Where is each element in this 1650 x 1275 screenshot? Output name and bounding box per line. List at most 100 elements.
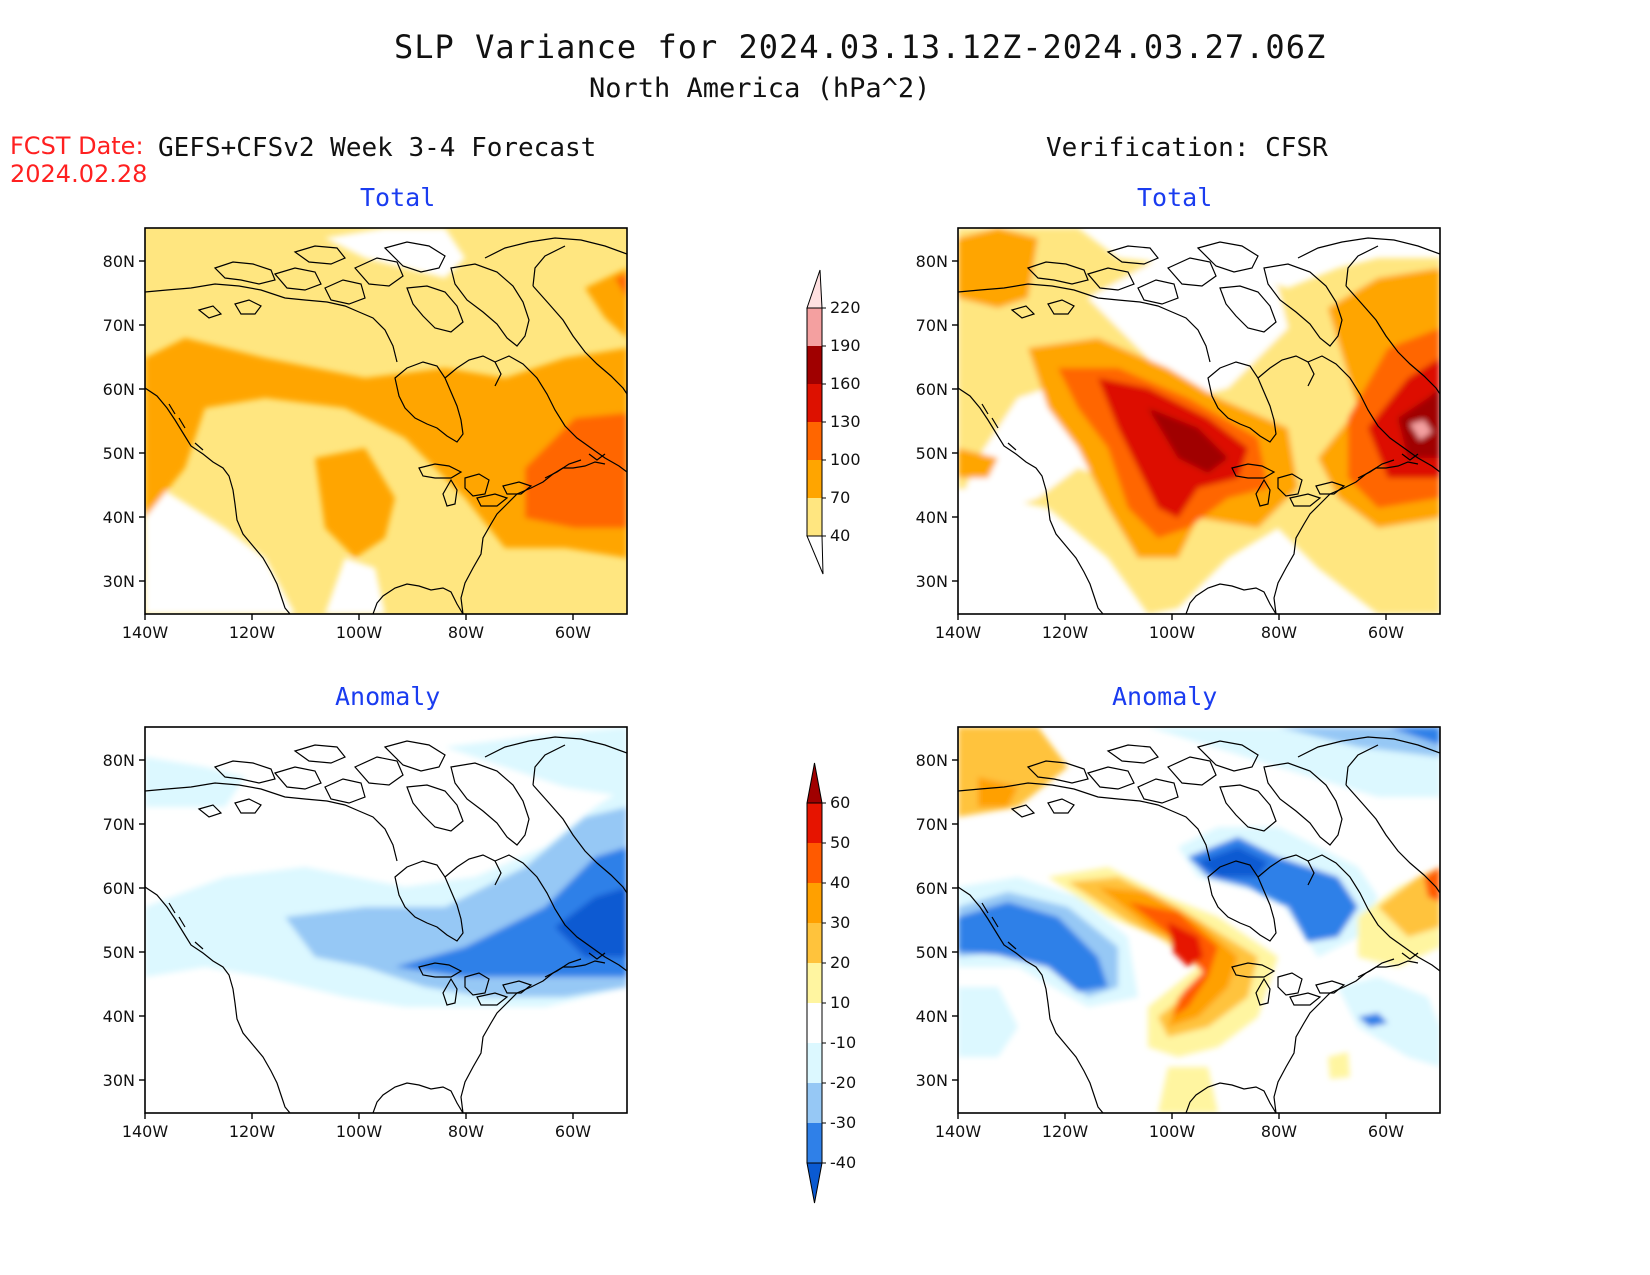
lon-label: 100W <box>336 623 383 642</box>
forecast-anomaly-shading <box>145 727 627 1113</box>
colorbar-arrow-low <box>806 1162 823 1204</box>
verification-anomaly-shading <box>958 727 1440 1113</box>
anomaly-colorbar: -40 -30 -20 -10 10 20 30 40 50 60 <box>806 762 856 1204</box>
lat-label: 30N <box>103 1071 135 1090</box>
colorbar-box <box>807 1043 822 1083</box>
lon-label: 60W <box>555 1122 591 1141</box>
lat-label: 50N <box>916 943 948 962</box>
lon-label: 140W <box>122 623 169 642</box>
colorbar-label: 10 <box>830 993 850 1012</box>
colorbar-label: -10 <box>830 1033 856 1052</box>
colorbar-label: -20 <box>830 1073 856 1092</box>
forecast-total-shading <box>145 228 627 614</box>
colorbar-label: 160 <box>830 374 861 393</box>
contour-region <box>1088 248 1288 398</box>
colorbar-label: 50 <box>830 833 850 852</box>
contour-region <box>1338 977 1440 1067</box>
contour-region <box>958 228 1038 308</box>
lat-label: 70N <box>916 815 948 834</box>
contour-region <box>445 727 627 797</box>
map-frame <box>144 227 628 615</box>
contour-region <box>1424 867 1440 902</box>
lon-label: 100W <box>336 1122 383 1141</box>
fcst-date-value: 2024.02.28 <box>10 160 148 188</box>
lon-label: 120W <box>1042 623 1089 642</box>
contour-region <box>315 448 395 558</box>
colorbar-label: 40 <box>830 526 850 545</box>
verification-heading: Verification: CFSR <box>1046 133 1328 163</box>
contour-region <box>555 887 627 957</box>
colorbar-box <box>807 923 822 963</box>
lon-label: 120W <box>229 623 276 642</box>
contour-region <box>1148 408 1228 473</box>
colorbar-box <box>807 1003 822 1043</box>
lon-label: 140W <box>935 1122 982 1141</box>
colorbar-box <box>807 422 822 460</box>
lat-label: 80N <box>103 751 135 770</box>
lat-label: 30N <box>916 1071 948 1090</box>
colorbar-box <box>807 1083 822 1123</box>
contour-region <box>145 338 627 558</box>
forecast-anomaly-title: Anomaly <box>335 682 441 711</box>
forecast-anomaly-map: 80N 70N 60N 50N 40N 30N 140W 120W 100W 80W 60W <box>103 726 628 1141</box>
map-frame <box>957 726 1441 1114</box>
colorbar-arrow-high <box>806 269 823 309</box>
contour-region <box>1358 1013 1388 1027</box>
fcst-date-label: FCST Date: <box>10 132 144 160</box>
figure-subtitle: North America (hPa^2) <box>589 73 931 104</box>
contour-region <box>325 228 465 278</box>
lon-label: 80W <box>448 623 484 642</box>
lat-label: 50N <box>103 444 135 463</box>
map-frame <box>957 227 1441 615</box>
contour-region <box>525 413 627 528</box>
forecast-heading: GEFS+CFSv2 Week 3-4 Forecast <box>158 133 597 163</box>
lat-label: 30N <box>916 572 948 591</box>
contour-region <box>1278 727 1440 757</box>
contour-region <box>958 448 998 478</box>
colorbar-label: 220 <box>830 298 861 317</box>
lon-label: 60W <box>1368 623 1404 642</box>
contour-region <box>1378 867 1440 937</box>
verification-total-shading <box>958 228 1440 614</box>
map-frame <box>144 726 628 1114</box>
lon-label: 100W <box>1149 623 1196 642</box>
contour-region <box>1410 420 1432 440</box>
lon-label: 80W <box>448 1122 484 1141</box>
lon-label: 100W <box>1149 1122 1196 1141</box>
lon-label: 80W <box>1261 623 1297 642</box>
figure-title: SLP Variance for 2024.03.13.12Z-2024.03.… <box>394 28 1327 66</box>
colorbar-box <box>807 963 822 1003</box>
colorbar-box <box>807 308 822 346</box>
verification-anomaly-title: Anomaly <box>1112 682 1218 711</box>
forecast-total-title: Total <box>360 183 436 212</box>
contour-region <box>958 902 1108 992</box>
colorbar-arrow-high <box>806 762 823 804</box>
forecast-total-map: 80N 70N 60N 50N 40N 30N 140W 120W 100W 80W 60W <box>103 227 628 642</box>
colorbar-label: 190 <box>830 336 861 355</box>
colorbar-label: -30 <box>830 1113 856 1132</box>
contour-region <box>1128 902 1218 1017</box>
lat-label: 30N <box>103 572 135 591</box>
lon-label: 140W <box>935 623 982 642</box>
lat-label: 70N <box>916 316 948 335</box>
colorbar-box <box>807 384 822 422</box>
contour-region <box>145 478 295 614</box>
lon-label: 140W <box>122 1122 169 1141</box>
lat-label: 40N <box>916 1007 948 1026</box>
colorbar-label: -40 <box>830 1153 856 1172</box>
contour-region <box>978 777 1018 807</box>
lat-label: 60N <box>916 380 948 399</box>
colorbar-label: 100 <box>830 450 861 469</box>
colorbar-box <box>807 498 822 536</box>
lat-label: 60N <box>103 380 135 399</box>
lon-label: 120W <box>1042 1122 1089 1141</box>
verification-total-map: 80N 70N 60N 50N 40N 30N 140W 120W 100W 80W 60W <box>916 227 1441 642</box>
lat-label: 60N <box>103 879 135 898</box>
contour-region <box>958 987 1018 1057</box>
colorbar-label: 40 <box>830 873 850 892</box>
lat-label: 60N <box>916 879 948 898</box>
colorbar-label: 130 <box>830 412 861 431</box>
lat-label: 40N <box>103 1007 135 1026</box>
colorbar-label: 70 <box>830 488 850 507</box>
